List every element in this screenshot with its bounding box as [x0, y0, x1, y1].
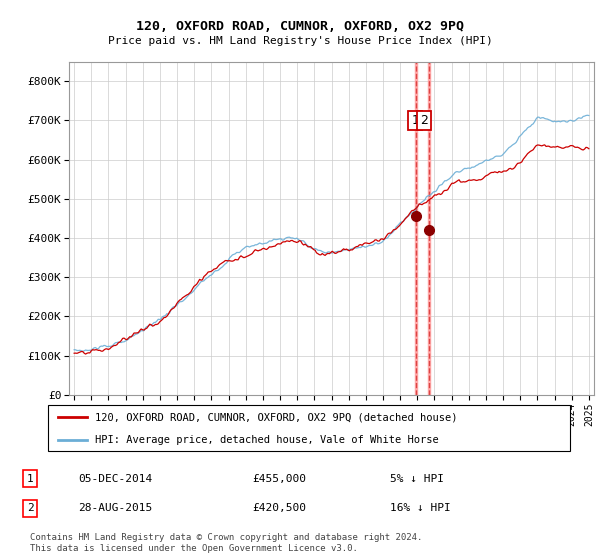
Text: £420,500: £420,500	[252, 503, 306, 514]
Text: Price paid vs. HM Land Registry's House Price Index (HPI): Price paid vs. HM Land Registry's House …	[107, 36, 493, 46]
Text: Contains HM Land Registry data © Crown copyright and database right 2024.
This d: Contains HM Land Registry data © Crown c…	[30, 533, 422, 553]
Text: 120, OXFORD ROAD, CUMNOR, OXFORD, OX2 9PQ: 120, OXFORD ROAD, CUMNOR, OXFORD, OX2 9P…	[136, 20, 464, 32]
Text: 28-AUG-2015: 28-AUG-2015	[78, 503, 152, 514]
Text: 5% ↓ HPI: 5% ↓ HPI	[390, 474, 444, 484]
Text: £455,000: £455,000	[252, 474, 306, 484]
Text: 16% ↓ HPI: 16% ↓ HPI	[390, 503, 451, 514]
Text: 05-DEC-2014: 05-DEC-2014	[78, 474, 152, 484]
Text: 120, OXFORD ROAD, CUMNOR, OXFORD, OX2 9PQ (detached house): 120, OXFORD ROAD, CUMNOR, OXFORD, OX2 9P…	[95, 412, 457, 422]
Text: 2: 2	[421, 114, 428, 127]
Text: HPI: Average price, detached house, Vale of White Horse: HPI: Average price, detached house, Vale…	[95, 435, 439, 445]
Text: 2: 2	[26, 503, 34, 514]
FancyBboxPatch shape	[48, 405, 570, 451]
Text: 1: 1	[411, 114, 419, 127]
Text: 1: 1	[26, 474, 34, 484]
